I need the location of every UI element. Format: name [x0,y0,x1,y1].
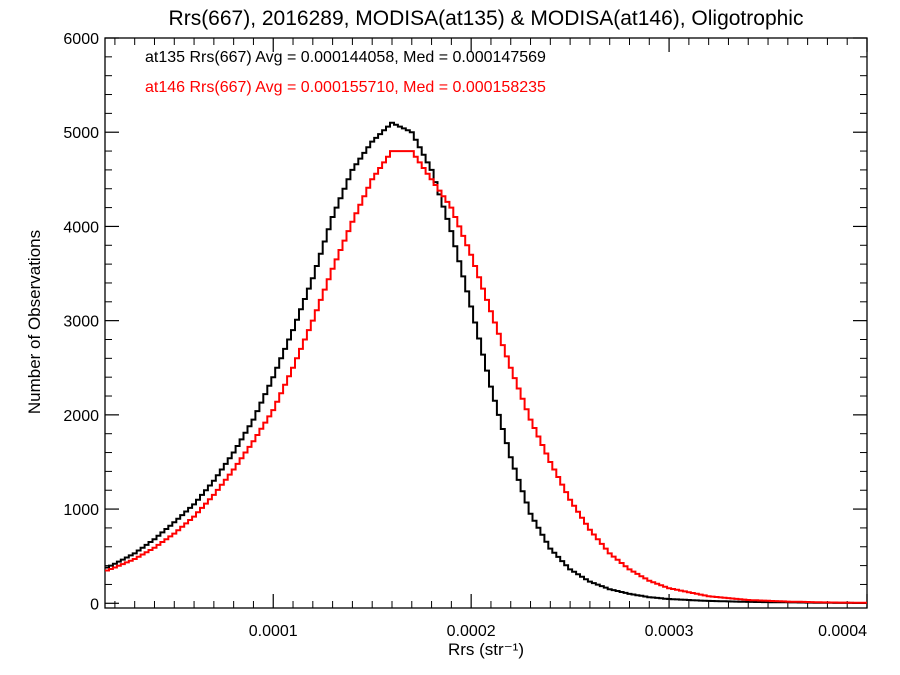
series-layer [105,121,867,604]
y-tick-label: 3000 [63,314,99,331]
y-tick-label: 5000 [63,125,99,142]
y-axis-label: Number of Observations [25,230,44,414]
y-tick-label: 0 [90,596,99,613]
legend-at146: at146 Rrs(667) Avg = 0.000155710, Med = … [145,79,546,96]
x-tick-label: 0.0004 [818,623,867,640]
legend-at135: at135 Rrs(667) Avg = 0.000144058, Med = … [145,49,546,66]
axis-ticks: 0 1000 2000 3000 4000 5000 6000 0.0001 0.0002 0.0… [63,31,868,640]
x-tick-label: 0.0002 [447,623,496,640]
plot-frame [104,37,868,609]
x-axis-label: Rrs (str⁻¹) [448,640,524,659]
series-line-at146 [105,150,867,604]
series-line-at135 [105,121,867,604]
y-tick-label: 6000 [63,31,99,48]
y-tick-label: 1000 [63,502,99,519]
y-tick-label: 4000 [63,219,99,236]
chart-title: Rrs(667), 2016289, MODISA(at135) & MODIS… [169,7,804,30]
x-tick-label: 0.0001 [249,623,298,640]
y-tick-label: 2000 [63,408,99,425]
x-tick-label: 0.0003 [645,623,694,640]
